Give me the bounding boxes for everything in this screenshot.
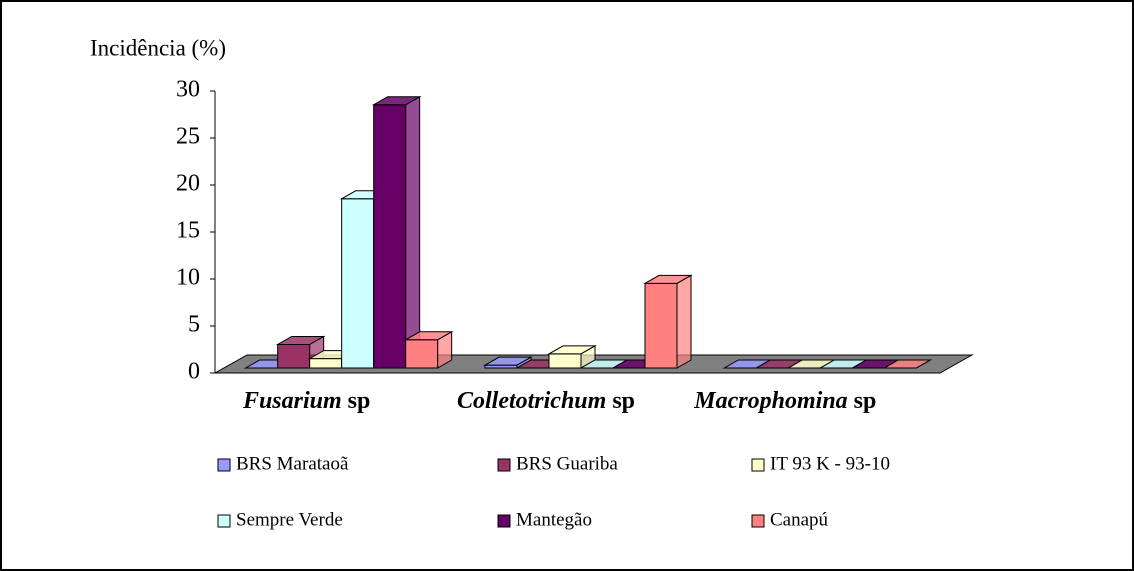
bar — [403, 330, 454, 369]
bar — [483, 356, 533, 369]
legend-label: Mantegão — [516, 509, 592, 530]
bar-front — [405, 339, 439, 369]
y-tick-label: 0 — [188, 359, 200, 385]
legend-swatch — [497, 514, 511, 528]
legend-label: BRS Marataoã — [236, 453, 349, 474]
bar — [882, 359, 933, 369]
legend-swatch — [751, 458, 765, 472]
bar-front — [277, 344, 311, 369]
bar — [547, 345, 597, 369]
y-tick-label: 30 — [176, 77, 200, 103]
bar-side — [676, 274, 692, 369]
legend-label: Canapú — [770, 509, 829, 530]
y-tick-label: 10 — [176, 265, 200, 291]
x-tick-label: Macrophomina sp — [693, 388, 876, 414]
y-tick-label: 5 — [188, 312, 200, 338]
legend-label: IT 93 K - 93-10 — [770, 453, 890, 474]
bar — [643, 274, 693, 369]
bar-side — [405, 95, 421, 369]
bar-front — [373, 104, 407, 369]
y-tick-label: 15 — [176, 218, 200, 244]
bar — [371, 95, 422, 369]
legend-label: Sempre Verde — [236, 509, 343, 530]
legend-label: BRS Guariba — [516, 453, 618, 474]
bar-side — [916, 359, 931, 369]
bar-side — [437, 330, 453, 369]
bar-front — [644, 282, 678, 369]
bar-front — [548, 353, 582, 369]
x-tick-label: Fusarium sp — [242, 388, 370, 414]
bar-front — [341, 198, 375, 369]
y-tick-label: 25 — [176, 124, 200, 150]
legend-swatch — [217, 514, 231, 528]
legend-swatch — [751, 514, 765, 528]
y-tick-label: 20 — [176, 171, 200, 197]
legend-swatch — [497, 458, 511, 472]
x-tick-label: Colletotrichum sp — [457, 388, 635, 414]
legend-swatch — [217, 458, 231, 472]
bar-front — [309, 358, 343, 369]
y-axis-title: Incidência (%) — [90, 35, 226, 60]
